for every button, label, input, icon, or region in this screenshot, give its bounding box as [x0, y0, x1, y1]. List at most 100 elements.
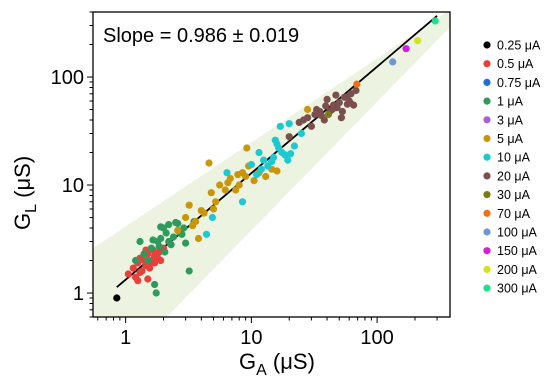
data-point-s6-4 [247, 160, 255, 169]
data-point-s5-23 [234, 171, 242, 179]
data-point-s5-3 [194, 234, 203, 243]
data-point-s3-9 [162, 229, 170, 237]
legend-marker [483, 172, 491, 180]
legend-label: 20 μA [497, 169, 531, 183]
data-point-s1-20 [151, 252, 159, 260]
data-point-s6-7 [260, 156, 268, 164]
data-point-s5-29 [192, 217, 200, 226]
data-point-s7-6 [323, 95, 331, 103]
data-point-s7-20 [328, 105, 336, 114]
legend-marker [483, 209, 491, 217]
data-point-s1-19 [144, 275, 152, 283]
data-point-s7-19 [317, 111, 325, 120]
legend-marker [483, 134, 491, 143]
data-point-s5-21 [212, 198, 220, 206]
legend-label: 3 μA [497, 113, 524, 127]
data-point-s9-0 [353, 80, 361, 88]
data-point-s3-18 [151, 280, 159, 289]
data-point-s5-10 [232, 186, 240, 194]
data-point-s7-25 [313, 105, 321, 114]
x-axis-title: GA (μS) [239, 349, 315, 379]
data-point-s5-15 [250, 177, 258, 185]
x-tick-label: 10 [240, 327, 262, 349]
x-axis-title-subscript: A [256, 362, 267, 379]
data-point-s3-24 [180, 224, 188, 232]
data-point-s5-17 [262, 172, 270, 181]
data-point-s5-0 [174, 226, 182, 234]
data-point-s1-23 [134, 277, 142, 285]
legend-marker [483, 247, 491, 255]
data-point-s1-16 [157, 256, 165, 265]
legend-marker [483, 116, 491, 124]
data-point-s3-26 [161, 248, 169, 256]
data-point-s3-16 [182, 239, 190, 247]
legend-label: 10 μA [497, 151, 531, 165]
plot-frame [92, 11, 451, 318]
data-point-s1-18 [136, 268, 144, 277]
legend-label: 70 μA [497, 207, 531, 221]
data-point-s7-22 [342, 93, 350, 101]
y-axis-title-subscript: L [23, 204, 40, 213]
data-point-s5-25 [185, 201, 193, 209]
y-tick-label: 1 [73, 283, 84, 305]
data-point-s5-1 [182, 213, 190, 222]
data-point-s3-20 [165, 237, 173, 246]
data-point-s7-26 [299, 116, 308, 124]
data-point-s6-19 [269, 153, 278, 162]
data-point-s3-0 [132, 256, 140, 265]
data-point-s5-8 [221, 186, 229, 194]
legend-label: 5 μA [497, 132, 524, 146]
data-point-s3-22 [140, 250, 148, 258]
legend: 0.25 μA 0.5 μA 0.75 μA 1 μA 3 μA 5 μA 10 μA 20 … [483, 39, 541, 296]
data-point-s5-5 [205, 159, 213, 167]
y-axis-title-unit: (μS) [10, 156, 35, 204]
data-point-s6-1 [208, 213, 216, 222]
data-point-s1-1 [129, 264, 137, 272]
data-point-s7-10 [335, 99, 343, 107]
data-point-s6-3 [238, 198, 247, 206]
data-point-s3-2 [144, 256, 152, 265]
data-point-s3-17 [185, 267, 193, 275]
data-point-s7-17 [352, 86, 360, 95]
data-point-s5-13 [242, 172, 250, 181]
data-point-s8-0 [324, 110, 332, 119]
data-point-s7-21 [338, 107, 346, 116]
data-point-s1-0 [124, 270, 132, 278]
data-point-s5-24 [243, 144, 251, 152]
data-point-s3-6 [155, 242, 163, 250]
data-point-s6-17 [297, 129, 305, 138]
x-axis-title-unit: (μS) [267, 349, 315, 374]
legend-label: 200 μA [497, 263, 538, 277]
y-tick-label: 10 [62, 175, 84, 197]
y-tick-label: 100 [51, 67, 84, 89]
legend-label: 0.25 μA [497, 39, 541, 53]
legend-marker [483, 284, 491, 292]
data-point-s3-19 [157, 223, 165, 231]
data-point-s5-6 [209, 205, 218, 213]
data-point-s7-23 [332, 91, 340, 99]
data-point-s5-27 [304, 105, 312, 114]
data-point-s13-0 [431, 17, 439, 25]
data-point-s6-5 [253, 171, 261, 179]
data-point-s3-10 [165, 221, 173, 229]
data-point-s7-27 [346, 99, 354, 107]
data-point-s5-11 [235, 181, 243, 189]
data-point-s6-16 [290, 142, 298, 150]
x-axis-title-main: G [239, 349, 256, 374]
axis-ticks-layer: 1 10 100 1 10 100 [51, 11, 438, 349]
legend-marker [483, 228, 491, 236]
data-point-s6-0 [202, 230, 211, 238]
data-point-s3-21 [174, 219, 182, 228]
data-point-s3-25 [149, 236, 157, 244]
data-point-s6-20 [276, 122, 284, 130]
data-point-s0-0 [113, 294, 121, 302]
data-point-s3-1 [136, 237, 144, 246]
legend-label: 100 μA [497, 226, 538, 240]
legend-label: 0.75 μA [497, 76, 541, 90]
legend-marker [483, 265, 491, 273]
data-point-s7-11 [337, 114, 345, 122]
data-point-s6-21 [287, 150, 295, 158]
data-point-s5-22 [224, 179, 232, 187]
confidence-band [93, 12, 450, 317]
